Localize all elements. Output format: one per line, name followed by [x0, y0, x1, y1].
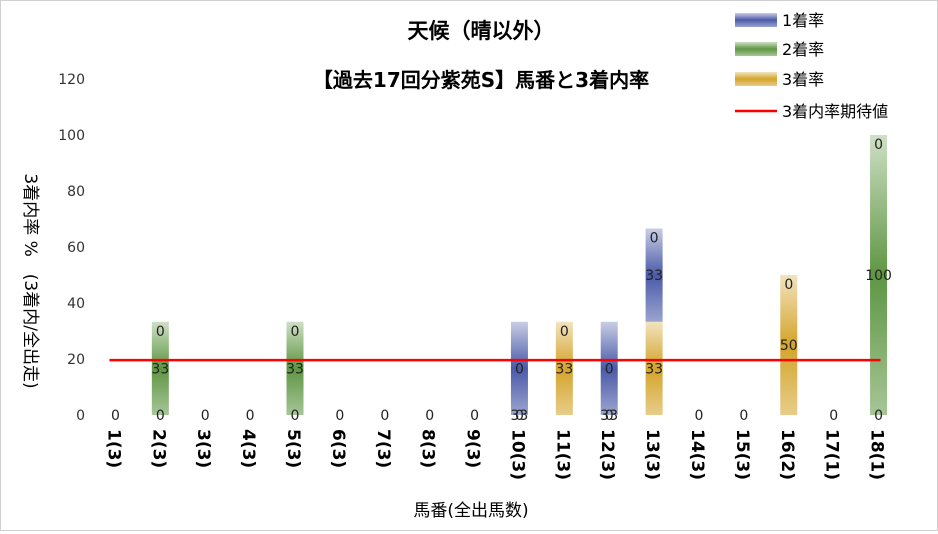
x-tick-label: 13(3): [642, 429, 662, 480]
bar-value-label: 33: [151, 361, 169, 377]
x-axis-ticks: 1(3) 2(3) 3(3) 4(3) 5(3) 6(3) 7(3) 8(3) 9(3) 10(3…: [103, 429, 886, 480]
legend-label: 1着率: [782, 11, 824, 30]
x-axis-label: 馬番(全出馬数): [413, 501, 528, 521]
x-tick-label: 15(3): [732, 429, 752, 480]
bar-segment-3着率: [555, 321, 573, 415]
bar-value-label: 0: [650, 231, 659, 247]
x-tick-label: 8(3): [418, 429, 438, 468]
bar-value-label: 33: [645, 268, 663, 284]
bar-value-label: 0: [246, 408, 255, 424]
y-tick-label: 60: [67, 240, 85, 256]
legend-label: 3着内率期待値: [782, 102, 888, 121]
bar-segment-2着率: [870, 135, 888, 415]
bar-segment-2着率: [151, 321, 169, 415]
bar-value-label: 0: [515, 361, 524, 377]
y-tick-label: 80: [67, 184, 85, 200]
y-tick-label: 40: [67, 296, 85, 312]
bar-value-label: 0: [425, 408, 434, 424]
legend-swatch-2着率: [735, 42, 777, 56]
bar-value-label: 0: [335, 408, 344, 424]
bar-value-label: 0: [874, 408, 883, 424]
legend-label: 2着率: [782, 40, 824, 59]
x-tick-label: 6(3): [328, 429, 348, 468]
bar-value-label: 0: [784, 277, 793, 293]
bar-value-label: 33: [511, 408, 529, 424]
bar-value-label: 0: [156, 324, 165, 340]
bar-value-label: 0: [111, 408, 120, 424]
x-tick-label: 12(3): [597, 429, 617, 480]
chart-subtitle: 【過去17回分紫苑S】馬番と3着内率: [313, 68, 649, 92]
bar-segment-1着率: [645, 228, 663, 322]
legend-label: 3着率: [782, 70, 824, 89]
bar-value-label: 0: [829, 408, 838, 424]
bar-value-label: 0: [605, 408, 614, 424]
bars-group: [151, 135, 888, 415]
bar-value-label: 0: [515, 408, 524, 424]
x-tick-label: 10(3): [507, 429, 527, 480]
bar-value-label: 0: [291, 408, 300, 424]
x-tick-label: 11(3): [552, 429, 572, 480]
bar-value-label: 33: [286, 361, 304, 377]
bar-value-label: 0: [470, 408, 479, 424]
bar-segment-2着率: [286, 321, 304, 415]
x-tick-label: 16(2): [777, 429, 797, 480]
bar-value-label: 50: [780, 338, 798, 354]
x-tick-label: 7(3): [373, 429, 393, 468]
y-axis-ticks: 0 20 40 60 80 100 120: [58, 72, 85, 424]
bar-segment-1着率: [510, 321, 528, 415]
x-tick-label: 14(3): [687, 429, 707, 480]
y-tick-label: 20: [67, 352, 85, 368]
x-tick-label: 18(1): [867, 429, 887, 480]
x-tick-label: 3(3): [193, 429, 213, 468]
x-tick-label: 5(3): [283, 429, 303, 468]
bar-value-label: 0: [695, 408, 704, 424]
x-tick-label: 1(3): [103, 429, 123, 468]
x-tick-label: 2(3): [148, 429, 168, 468]
bar-value-label: 33: [645, 361, 663, 377]
bar-value-label: 0: [291, 324, 300, 340]
y-tick-label: 0: [76, 408, 85, 424]
bar-segment-3着率: [645, 321, 663, 415]
x-tick-label: 17(1): [822, 429, 842, 480]
y-tick-label: 100: [58, 128, 85, 144]
bar-value-label: 100: [865, 268, 892, 284]
legend-swatch-3着率: [735, 72, 777, 86]
bar-value-label: 0: [380, 408, 389, 424]
bar-value-label: 0: [605, 361, 614, 377]
x-tick-label: 4(3): [238, 429, 258, 468]
bar-value-label: 0: [560, 324, 569, 340]
x-tick-label: 9(3): [463, 429, 483, 468]
bar-value-label: 0: [739, 408, 748, 424]
y-axis-label: 3着内率 % (3着内/全出走): [20, 173, 40, 388]
bar-value-label: 0: [201, 408, 210, 424]
chart-title: 天候（晴以外）: [408, 19, 555, 43]
bar-value-label: 33: [555, 361, 573, 377]
bar-value-label: 0: [874, 137, 883, 153]
y-tick-label: 120: [58, 72, 85, 88]
bar-value-label: 0: [156, 408, 165, 424]
legend: 1着率 2着率 3着率 3着内率期待値: [735, 11, 888, 121]
legend-swatch-1着率: [735, 13, 777, 27]
bar-segment-3着率: [780, 275, 798, 415]
bar-value-label: 33: [600, 408, 618, 424]
bar-segment-1着率: [600, 321, 618, 415]
